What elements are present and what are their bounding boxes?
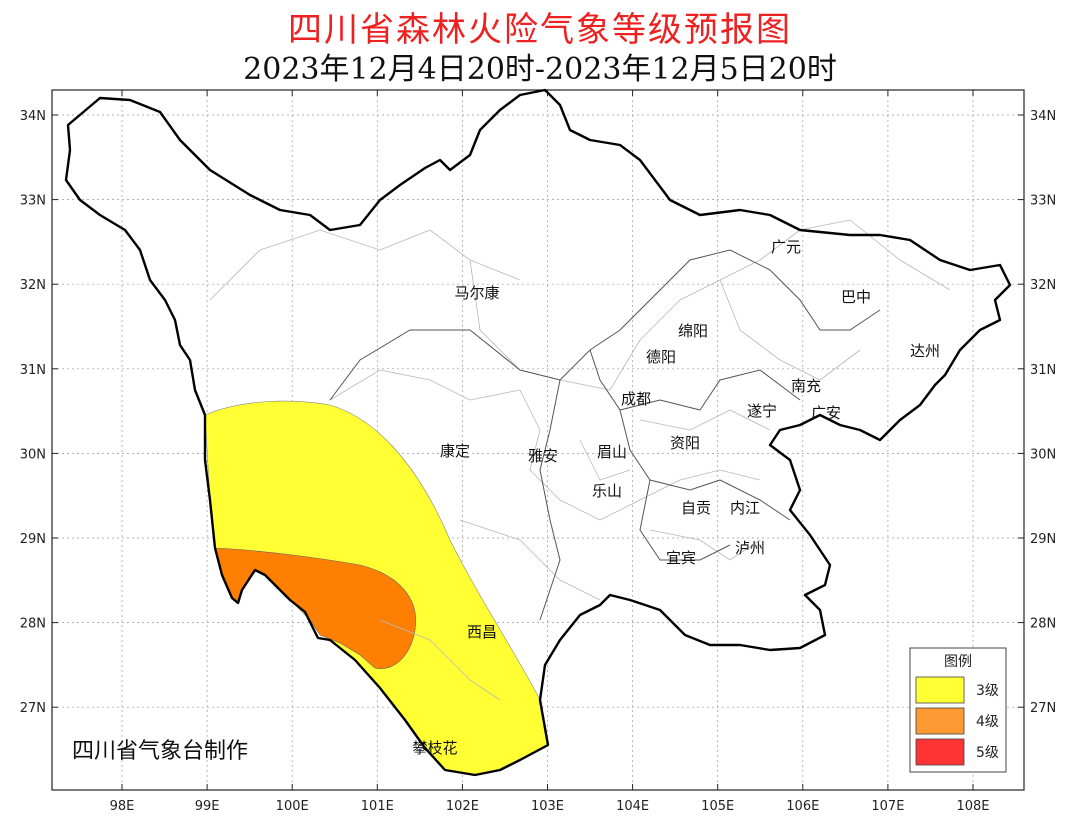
city-label: 绵阳 bbox=[678, 322, 708, 340]
city-label: 马尔康 bbox=[454, 284, 499, 302]
city-label: 泸州 bbox=[735, 539, 765, 557]
longitude-label: 106E bbox=[786, 799, 819, 814]
latitude-label: 32N bbox=[1030, 278, 1056, 293]
longitude-labels: 98E 99E 100E 101E 102E 103E 104E 105E 106E 107E 10… bbox=[110, 799, 990, 814]
city-label: 广元 bbox=[771, 238, 801, 256]
city-label: 宜宾 bbox=[666, 549, 696, 567]
legend-swatch-level4 bbox=[916, 708, 964, 734]
legend: 图例 3级 4级 5级 bbox=[910, 648, 1006, 772]
latitude-label: 29N bbox=[1030, 532, 1056, 547]
latitude-label: 27N bbox=[1030, 701, 1056, 716]
latitude-label: 33N bbox=[1030, 194, 1056, 209]
issuer-credit: 四川省气象台制作 bbox=[72, 739, 248, 764]
longitude-label: 100E bbox=[276, 799, 309, 814]
longitude-label: 108E bbox=[956, 799, 989, 814]
longitude-label: 103E bbox=[531, 799, 564, 814]
longitude-label: 104E bbox=[616, 799, 649, 814]
legend-label-level4: 4级 bbox=[976, 714, 999, 730]
longitude-label: 105E bbox=[701, 799, 734, 814]
longitude-label: 99E bbox=[195, 799, 220, 814]
city-label: 遂宁 bbox=[747, 402, 777, 420]
legend-title: 图例 bbox=[944, 654, 972, 670]
longitude-label: 102E bbox=[446, 799, 479, 814]
city-label: 攀枝花 bbox=[412, 739, 457, 757]
city-label: 资阳 bbox=[670, 434, 700, 452]
longitude-label: 107E bbox=[871, 799, 904, 814]
longitude-label: 98E bbox=[110, 799, 135, 814]
latitude-label: 29N bbox=[20, 532, 46, 547]
latitude-label: 30N bbox=[1030, 447, 1056, 462]
legend-label-level5: 5级 bbox=[976, 745, 999, 761]
city-label: 雅安 bbox=[528, 447, 558, 465]
city-label: 自贡 bbox=[681, 499, 711, 517]
latitude-label: 28N bbox=[20, 617, 46, 632]
longitude-label: 101E bbox=[361, 799, 394, 814]
latitude-label: 32N bbox=[20, 278, 46, 293]
legend-swatch-level3 bbox=[916, 677, 964, 703]
city-label: 内江 bbox=[730, 499, 760, 517]
city-label: 广安 bbox=[811, 404, 841, 422]
city-label: 巴中 bbox=[841, 288, 871, 306]
latitude-labels: 34N 34N 33N 33N 32N 32N 31N 31N 30N 30N 29N 29N 28N 2… bbox=[20, 109, 1057, 716]
city-label: 成都 bbox=[621, 390, 651, 408]
latitude-label: 34N bbox=[20, 109, 46, 124]
latitude-label: 30N bbox=[20, 447, 46, 462]
city-label: 康定 bbox=[440, 442, 470, 460]
city-label: 乐山 bbox=[592, 482, 622, 500]
legend-label-level3: 3级 bbox=[976, 683, 999, 699]
latitude-label: 27N bbox=[20, 701, 46, 716]
latitude-label: 31N bbox=[20, 363, 46, 378]
city-label: 南充 bbox=[791, 377, 821, 395]
city-label: 眉山 bbox=[597, 443, 627, 461]
latitude-label: 31N bbox=[1030, 363, 1056, 378]
city-label: 德阳 bbox=[646, 348, 676, 366]
legend-swatch-level5 bbox=[916, 739, 964, 765]
latitude-label: 28N bbox=[1030, 617, 1056, 632]
latitude-label: 34N bbox=[1030, 109, 1056, 124]
city-label: 西昌 bbox=[467, 623, 497, 641]
latitude-label: 33N bbox=[20, 194, 46, 209]
city-label: 达州 bbox=[910, 342, 940, 360]
